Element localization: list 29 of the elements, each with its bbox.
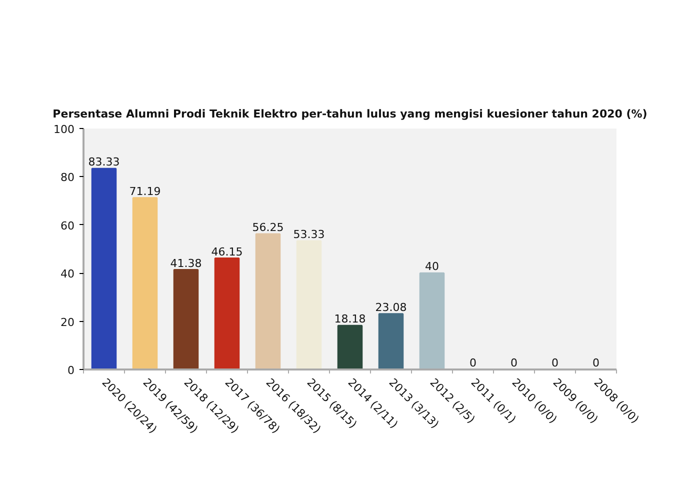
bar — [255, 233, 281, 370]
bar — [419, 272, 445, 370]
data-label: 18.18 — [334, 312, 366, 326]
bar — [132, 197, 158, 370]
data-label: 71.19 — [129, 184, 161, 198]
bar — [296, 240, 322, 370]
data-label: 46.15 — [211, 245, 243, 258]
data-label: 0 — [592, 356, 600, 370]
bar — [378, 313, 404, 370]
y-tick-label: 100 — [54, 123, 75, 136]
y-tick-label: 20 — [60, 316, 75, 329]
y-tick-label: 40 — [60, 268, 75, 281]
data-label: 40 — [425, 260, 439, 274]
data-label: 0 — [470, 356, 476, 370]
data-label: 41.38 — [170, 256, 202, 270]
y-tick-label: 60 — [60, 219, 75, 232]
bar — [214, 258, 240, 370]
data-label: 83.33 — [88, 156, 120, 169]
data-label: 53.33 — [293, 228, 325, 241]
data-label: 0 — [510, 356, 518, 370]
bar — [173, 269, 199, 370]
bar — [91, 168, 117, 370]
data-label: 0 — [552, 356, 558, 370]
y-tick-label: 80 — [60, 171, 75, 184]
bar — [337, 324, 363, 370]
chart-title: Persentase Alumni Prodi Teknik Elektro per-tahun lulus yang mengisi kuesioner tahun 2020 (%) — [52, 108, 648, 120]
y-tick-label: 0 — [68, 364, 74, 377]
data-label: 23.08 — [375, 300, 407, 314]
data-label: 56.25 — [252, 220, 284, 234]
